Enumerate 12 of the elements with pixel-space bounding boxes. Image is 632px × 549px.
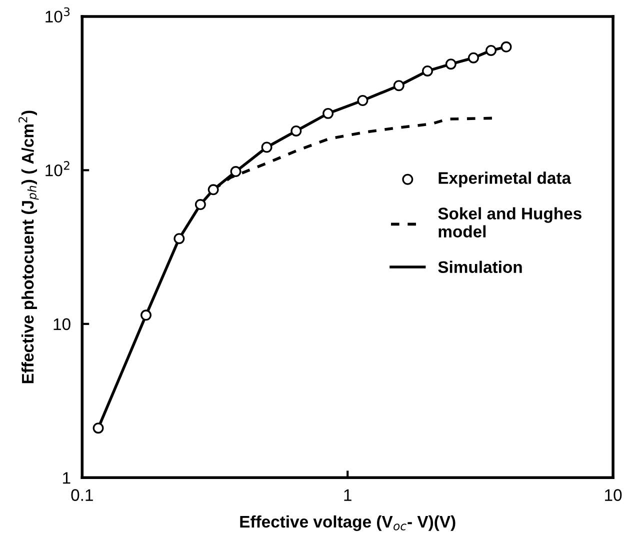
- y-axis-title: Effective photocuent (J$_{ph}$) ( A/cm$^{2}$): [18, 110, 39, 384]
- y-tick-label: 10$^{3}$: [46, 7, 70, 23]
- y-tick-label: 1: [63, 472, 70, 484]
- x-tick-label: 10: [605, 489, 622, 501]
- legend-label: Experimetal data: [438, 172, 572, 188]
- x-tick-label: 1: [344, 489, 352, 501]
- y-tick-label: 10$^{2}$: [46, 161, 70, 176]
- x-tick-label: 0.1: [71, 489, 93, 501]
- legend-label: Sokel and Hughes model: [438, 207, 582, 238]
- x-axis-title: Effective voltage (V$_{oc}$- V)(V): [240, 515, 456, 531]
- legend-label: Simulation: [438, 260, 522, 274]
- y-tick-label: 10: [54, 318, 70, 330]
